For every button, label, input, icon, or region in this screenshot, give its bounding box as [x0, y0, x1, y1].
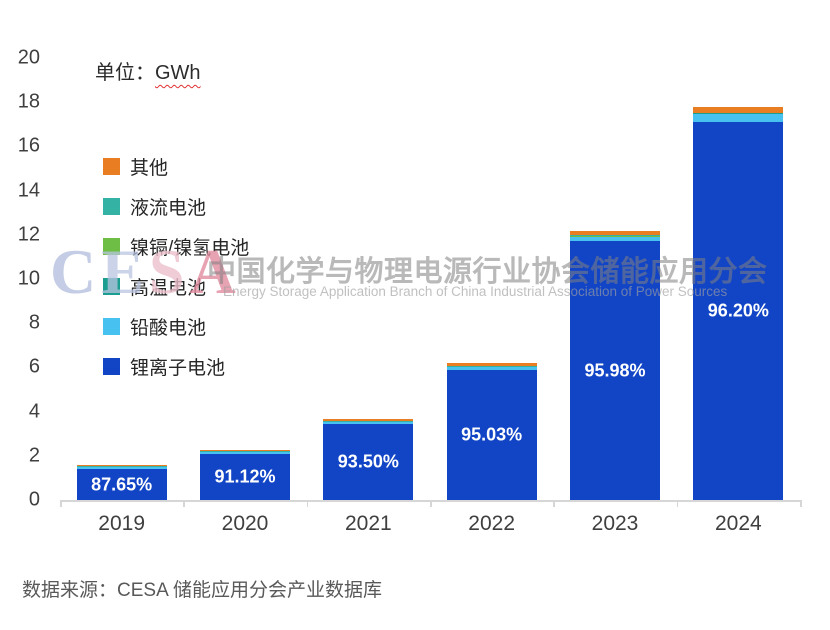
- unit-value: GWh: [155, 62, 201, 84]
- bar-segment: [323, 422, 414, 425]
- y-axis-tick-label: 14: [17, 179, 40, 202]
- x-axis-tick: [800, 500, 802, 507]
- y-axis-tick-label: 16: [17, 134, 40, 157]
- y-axis-tick-label: 20: [17, 46, 40, 69]
- bar-segment: [323, 424, 414, 500]
- stacked-bar-2020: [200, 449, 290, 500]
- x-axis-tick: [183, 500, 185, 507]
- legend-item: 液流电池: [103, 186, 249, 226]
- stacked-bar-2023: [570, 230, 660, 500]
- unit-prefix: 单位：: [95, 62, 155, 84]
- bar-segment: [446, 363, 537, 366]
- x-axis-tick: [430, 500, 432, 507]
- legend-label: 铅酸电池: [130, 317, 207, 339]
- bar-segment: [570, 235, 660, 237]
- bar-segment: [693, 107, 784, 113]
- stacked-bar-2021: [323, 418, 414, 500]
- y-axis-tick-label: 6: [28, 355, 40, 378]
- chart-unit-title: 单位：GWh: [95, 56, 201, 85]
- legend-label: 液流电池: [130, 197, 207, 219]
- y-axis-tick-label: 18: [17, 90, 40, 113]
- bar-segment: [570, 230, 660, 236]
- y-axis-tick-label: 4: [28, 400, 40, 423]
- bar-segment: [76, 464, 167, 467]
- legend-item: 高温电池: [103, 266, 249, 306]
- x-axis-category-label: 2023: [591, 512, 639, 535]
- bar-segment: [200, 452, 290, 455]
- bar-segment: [693, 113, 784, 123]
- x-axis-category-label: 2022: [468, 512, 516, 535]
- bar-segment: [323, 420, 414, 422]
- x-axis-category-label: 2020: [221, 512, 269, 535]
- bar-percent-label: 87.65%: [91, 474, 153, 495]
- x-axis-tick: [306, 500, 309, 507]
- legend-item: 铅酸电池: [103, 306, 249, 346]
- x-axis-tick: [553, 500, 555, 507]
- legend-swatch-icon: [103, 157, 120, 175]
- bar-percent-label: 93.50%: [337, 451, 399, 472]
- bar-percent-label: 95.03%: [461, 424, 523, 445]
- stacked-bar-2022: [446, 363, 537, 500]
- x-axis-category-label: 2021: [344, 512, 392, 535]
- bar-segment: [200, 451, 290, 453]
- legend-item: 锂离子电池: [103, 346, 249, 386]
- legend-swatch-icon: [103, 277, 120, 295]
- y-axis-tick-label: 10: [17, 267, 40, 290]
- data-source-note: 数据来源：CESA 储能应用分会产业数据库: [22, 580, 382, 601]
- bar-segment: [200, 454, 290, 500]
- bar-percent-label: 96.20%: [707, 300, 769, 321]
- legend-label: 高温电池: [130, 277, 207, 299]
- y-axis-tick-label: 0: [28, 488, 40, 511]
- bar-segment: [200, 449, 290, 452]
- bar-segment: [446, 367, 537, 370]
- legend-item: 镍镉/镍氢电池: [103, 226, 249, 266]
- cesa-logo-letter: C: [50, 236, 102, 307]
- bar-percent-label: 95.98%: [584, 360, 646, 381]
- y-axis-tick-label: 2: [28, 444, 40, 467]
- bar-segment: [323, 418, 414, 421]
- legend-swatch-icon: [103, 357, 120, 375]
- y-axis-tick-label: 8: [28, 311, 40, 334]
- x-axis-category-label: 2024: [714, 512, 762, 535]
- bar-segment: [76, 469, 167, 500]
- bar-segment: [693, 122, 784, 500]
- bar-segment: [693, 112, 784, 114]
- bar-segment: [446, 365, 537, 367]
- chart-legend: 其他液流电池镍镉/镍氢电池 高温电池铅酸电池锂离子电池: [103, 146, 249, 386]
- bar-segment: [570, 241, 660, 500]
- watermark-chinese-text: 中国化学与物理电源行业协会储能应用分会: [207, 256, 768, 288]
- bar-percent-label: 91.12%: [214, 466, 276, 487]
- legend-swatch-icon: [103, 317, 120, 335]
- bar-segment: [446, 369, 537, 500]
- legend-item: 其他: [103, 146, 249, 186]
- x-axis-tick: [676, 500, 679, 507]
- legend-label: 其他: [130, 157, 169, 179]
- x-axis-tick: [60, 500, 62, 507]
- bar-segment: [570, 236, 660, 242]
- stacked-bar-2019: [76, 464, 167, 500]
- x-axis-category-label: 2019: [98, 512, 146, 535]
- legend-label: 镍镉/镍氢电池: [130, 237, 250, 259]
- legend-label: 锂离子电池: [130, 357, 226, 379]
- legend-swatch-icon: [103, 197, 120, 215]
- y-axis-tick-label: 12: [17, 223, 40, 246]
- bar-segment: [76, 467, 167, 470]
- legend-swatch-icon: [103, 237, 120, 255]
- stacked-bar-2024: [693, 107, 784, 500]
